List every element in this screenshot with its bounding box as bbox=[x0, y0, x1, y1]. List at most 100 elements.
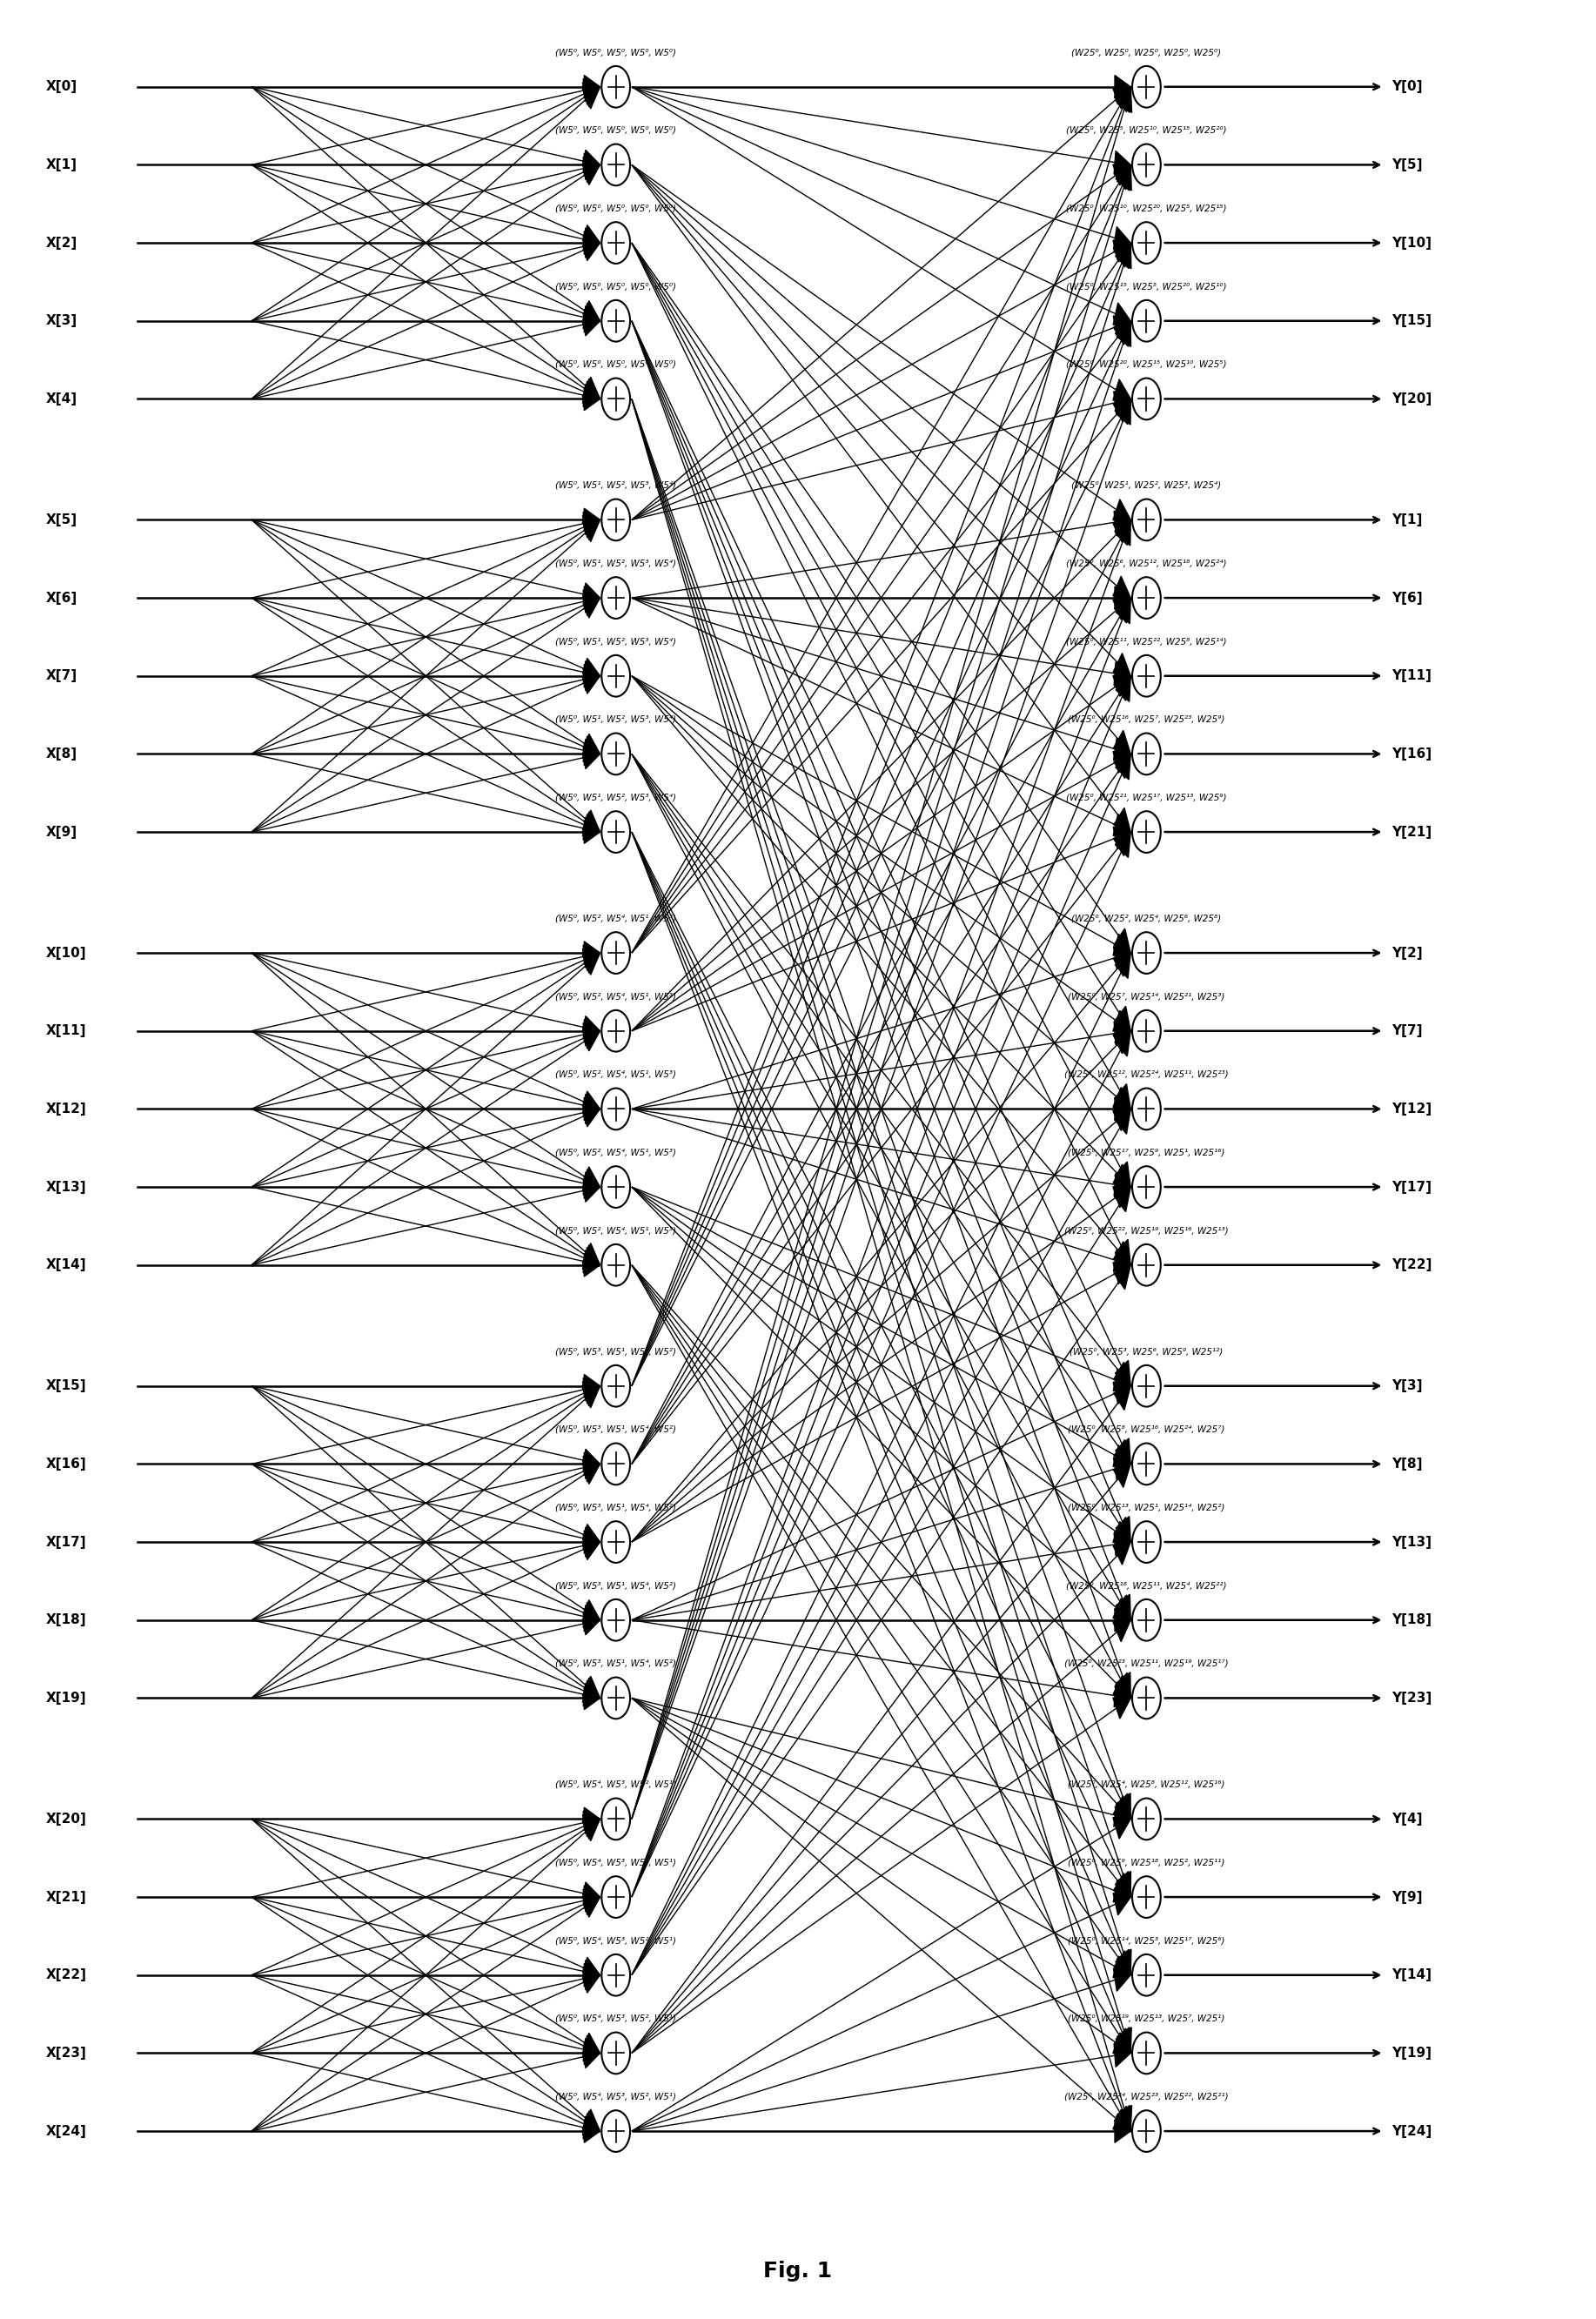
Polygon shape bbox=[1114, 928, 1130, 953]
Circle shape bbox=[602, 144, 630, 186]
Text: (W5⁰, W5⁰, W5⁰, W5⁰, W5⁰): (W5⁰, W5⁰, W5⁰, W5⁰, W5⁰) bbox=[555, 204, 677, 213]
Polygon shape bbox=[584, 663, 600, 686]
Polygon shape bbox=[584, 1020, 600, 1044]
Circle shape bbox=[1132, 1366, 1160, 1408]
Text: X[13]: X[13] bbox=[46, 1180, 86, 1194]
Polygon shape bbox=[583, 1892, 600, 1915]
Text: (W25⁰, W25⁹, W25¹⁸, W25², W25¹¹): (W25⁰, W25⁹, W25¹⁸, W25², W25¹¹) bbox=[1068, 1858, 1226, 1867]
Text: (W5⁰, W5¹, W5², W5³, W5⁴): (W5⁰, W5¹, W5², W5³, W5⁴) bbox=[555, 480, 677, 489]
Polygon shape bbox=[583, 380, 600, 404]
Polygon shape bbox=[583, 1030, 600, 1051]
Polygon shape bbox=[583, 953, 600, 974]
Text: Y[14]: Y[14] bbox=[1392, 1969, 1432, 1983]
Polygon shape bbox=[1112, 1598, 1130, 1621]
Polygon shape bbox=[1116, 399, 1130, 424]
Polygon shape bbox=[583, 1897, 600, 1918]
Polygon shape bbox=[1114, 587, 1130, 610]
Circle shape bbox=[602, 378, 630, 420]
Polygon shape bbox=[583, 2117, 600, 2138]
Polygon shape bbox=[583, 1463, 600, 1484]
Text: Y[17]: Y[17] bbox=[1392, 1180, 1432, 1194]
Circle shape bbox=[1132, 812, 1160, 853]
Circle shape bbox=[1132, 1797, 1160, 1839]
Text: (W25⁰, W25⁷, W25¹⁴, W25²¹, W25³): (W25⁰, W25⁷, W25¹⁴, W25²¹, W25³) bbox=[1068, 993, 1226, 1002]
Text: Y[22]: Y[22] bbox=[1392, 1259, 1432, 1271]
Polygon shape bbox=[1114, 320, 1130, 346]
Polygon shape bbox=[583, 378, 600, 399]
Circle shape bbox=[1132, 1677, 1160, 1718]
Polygon shape bbox=[583, 1679, 600, 1700]
Polygon shape bbox=[1117, 165, 1132, 190]
Polygon shape bbox=[1117, 243, 1132, 269]
Polygon shape bbox=[1112, 1164, 1130, 1187]
Circle shape bbox=[1132, 577, 1160, 619]
Polygon shape bbox=[1112, 1698, 1130, 1718]
Polygon shape bbox=[583, 814, 600, 837]
Polygon shape bbox=[1114, 315, 1130, 339]
Polygon shape bbox=[1112, 1818, 1130, 1839]
Polygon shape bbox=[583, 1102, 600, 1125]
Text: (W5⁰, W5⁴, W5³, W5², W5¹): (W5⁰, W5⁴, W5³, W5², W5¹) bbox=[555, 1858, 677, 1867]
Text: (W25⁰, W25¹¹, W25²², W25⁸, W25¹⁴): (W25⁰, W25¹¹, W25²², W25⁸, W25¹⁴) bbox=[1066, 638, 1227, 647]
Polygon shape bbox=[1114, 1517, 1130, 1542]
Circle shape bbox=[1132, 1245, 1160, 1285]
Polygon shape bbox=[1112, 1621, 1130, 1642]
Polygon shape bbox=[584, 1255, 600, 1275]
Polygon shape bbox=[1114, 2106, 1130, 2131]
Text: (W25⁰, W25²³, W25¹¹, W25¹⁹, W25¹⁷): (W25⁰, W25²³, W25¹¹, W25¹⁹, W25¹⁷) bbox=[1065, 1660, 1229, 1667]
Polygon shape bbox=[1112, 935, 1130, 955]
Polygon shape bbox=[583, 1456, 600, 1480]
Polygon shape bbox=[584, 308, 600, 332]
Polygon shape bbox=[1114, 737, 1130, 761]
Polygon shape bbox=[583, 740, 600, 763]
Polygon shape bbox=[1116, 2106, 1130, 2131]
Polygon shape bbox=[1112, 1088, 1130, 1108]
Polygon shape bbox=[1112, 598, 1130, 619]
Polygon shape bbox=[583, 1967, 600, 1990]
Polygon shape bbox=[1112, 304, 1130, 325]
Circle shape bbox=[1132, 1166, 1160, 1208]
Polygon shape bbox=[583, 2038, 600, 2062]
Polygon shape bbox=[583, 1818, 600, 1841]
Polygon shape bbox=[583, 385, 600, 406]
Polygon shape bbox=[584, 1609, 600, 1633]
Circle shape bbox=[602, 1088, 630, 1129]
Polygon shape bbox=[1114, 1108, 1130, 1134]
Polygon shape bbox=[583, 86, 600, 109]
Polygon shape bbox=[583, 953, 600, 974]
Text: Y[10]: Y[10] bbox=[1392, 237, 1432, 250]
Polygon shape bbox=[1112, 499, 1130, 519]
Polygon shape bbox=[583, 1960, 600, 1983]
Polygon shape bbox=[584, 153, 600, 176]
Text: Y[11]: Y[11] bbox=[1392, 670, 1432, 682]
Polygon shape bbox=[584, 942, 600, 965]
Polygon shape bbox=[583, 519, 600, 540]
Circle shape bbox=[1132, 733, 1160, 775]
Text: Y[23]: Y[23] bbox=[1392, 1691, 1432, 1704]
Circle shape bbox=[602, 1600, 630, 1642]
Polygon shape bbox=[1116, 953, 1130, 979]
Polygon shape bbox=[1112, 1187, 1130, 1208]
Polygon shape bbox=[1116, 1793, 1130, 1818]
Polygon shape bbox=[583, 812, 600, 833]
Polygon shape bbox=[583, 2034, 600, 2055]
Polygon shape bbox=[1112, 1955, 1130, 1978]
Text: (W5⁰, W5⁰, W5⁰, W5⁰, W5⁰): (W5⁰, W5⁰, W5⁰, W5⁰, W5⁰) bbox=[555, 125, 677, 135]
Polygon shape bbox=[1114, 946, 1130, 969]
Polygon shape bbox=[1112, 1108, 1130, 1132]
Polygon shape bbox=[1112, 1892, 1130, 1915]
Text: (W25⁰, W25²², W25¹⁹, W25¹⁶, W25¹³): (W25⁰, W25²², W25¹⁹, W25¹⁶, W25¹³) bbox=[1065, 1227, 1229, 1236]
Polygon shape bbox=[583, 225, 600, 248]
Polygon shape bbox=[1114, 165, 1130, 190]
Polygon shape bbox=[583, 1537, 600, 1561]
Polygon shape bbox=[1114, 74, 1130, 97]
Text: (W25⁰, W25²¹, W25¹⁷, W25¹³, W25⁹): (W25⁰, W25²¹, W25¹⁷, W25¹³, W25⁹) bbox=[1066, 793, 1227, 802]
Polygon shape bbox=[583, 1092, 600, 1113]
Polygon shape bbox=[583, 1811, 600, 1834]
Polygon shape bbox=[1114, 661, 1130, 684]
Polygon shape bbox=[583, 86, 600, 107]
Polygon shape bbox=[1116, 165, 1130, 190]
Circle shape bbox=[602, 223, 630, 264]
Polygon shape bbox=[583, 1387, 600, 1408]
Polygon shape bbox=[1112, 1011, 1130, 1032]
